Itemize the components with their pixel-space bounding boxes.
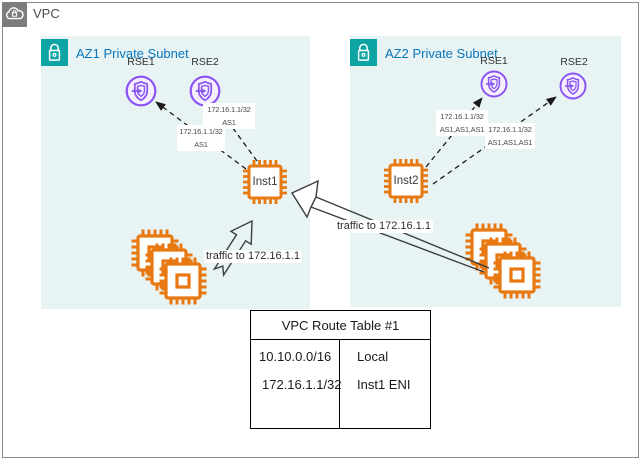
route-target: Local (357, 349, 389, 364)
rse1-az2-label: RSE1 (480, 55, 508, 67)
edge-label-az1-rse2: 172.16.1.1/32 AS1 (203, 103, 255, 129)
vpc-title: VPC (33, 6, 60, 21)
inst2-label: Inst2 (393, 175, 419, 187)
route-table: VPC Route Table #1 10.10.0.0/16 Local 17… (250, 310, 431, 429)
chip-cluster-icon (157, 255, 209, 307)
subnet-az2-title: AZ2 Private Subnet (385, 46, 498, 61)
resolver-endpoint-icon-az2-rse1 (480, 70, 508, 98)
edge-label-line: 172.16.1.1/32 (207, 105, 251, 114)
edge-label-line: 172.16.1.1/32 (179, 127, 223, 136)
rse2-az2-label: RSE2 (560, 56, 588, 68)
traffic-label-az1: traffic to 172.16.1.1 (204, 250, 302, 263)
resolver-endpoint-icon-az2-rse2 (559, 72, 587, 100)
edge-label-line: AS1 (194, 140, 208, 149)
edge-label-line: 172.16.1.1/32 (488, 125, 532, 134)
route-table-body: 10.10.0.0/16 Local 172.16.1.1/32 Inst1 E… (251, 340, 430, 428)
route-destination: 10.10.0.0/16 (259, 349, 332, 364)
route-target: Inst1 ENI (357, 377, 411, 392)
edge-label-line: 172.16.1.1/32 (440, 112, 484, 121)
vpc-cloud-icon (2, 2, 27, 27)
chip-cluster-icon (491, 249, 543, 301)
edge-label-line: AS1,AS1,AS1 (487, 138, 533, 147)
private-subnet-lock-icon-az1 (41, 39, 68, 66)
edge-label-az2-rse1: 172.16.1.1/32 AS1,AS1,AS1 (436, 110, 488, 136)
resolver-endpoint-icon-az1-rse1 (125, 75, 157, 107)
private-subnet-lock-icon-az2 (350, 39, 377, 66)
traffic-label-az2: traffic to 172.16.1.1 (335, 220, 433, 233)
edge-label-az1-rse1: 172.16.1.1/32 AS1 (177, 125, 225, 151)
inst1-label: Inst1 (252, 176, 278, 188)
route-table-column-divider (339, 340, 340, 428)
edge-label-line: AS1,AS1,AS1 (439, 125, 485, 134)
rse2-az1-label: RSE2 (191, 56, 219, 68)
rse1-az1-label: RSE1 (127, 56, 155, 68)
edge-label-line: AS1 (222, 118, 236, 127)
route-destination: 172.16.1.1/32 (262, 377, 342, 392)
subnet-az1-title: AZ1 Private Subnet (76, 46, 189, 61)
edge-label-az2-rse2: 172.16.1.1/32 AS1,AS1,AS1 (485, 123, 535, 149)
route-table-title: VPC Route Table #1 (251, 311, 430, 340)
